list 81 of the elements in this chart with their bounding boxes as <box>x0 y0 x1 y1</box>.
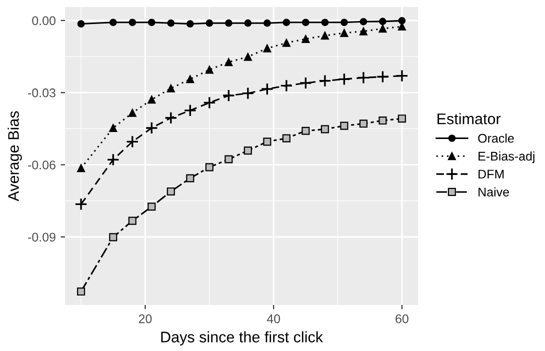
point <box>378 24 387 33</box>
point <box>148 96 156 104</box>
point <box>109 124 118 132</box>
x-tick-label: 60 <box>396 314 408 324</box>
point <box>186 174 194 182</box>
point <box>126 135 139 148</box>
point <box>398 17 406 24</box>
point <box>164 111 178 124</box>
point <box>224 58 233 66</box>
point <box>184 104 197 117</box>
point <box>338 72 351 86</box>
point <box>359 27 368 36</box>
point <box>224 155 233 164</box>
point <box>242 86 254 100</box>
point <box>167 19 175 27</box>
point <box>360 18 368 26</box>
point <box>205 66 214 74</box>
point <box>145 122 158 134</box>
point <box>340 28 348 38</box>
point <box>148 18 156 26</box>
point <box>203 96 216 110</box>
y-tick-label: 0.00 <box>32 16 56 26</box>
point <box>205 163 214 172</box>
point <box>244 52 252 61</box>
point <box>77 20 85 28</box>
point <box>376 70 390 84</box>
legend-label: DFM <box>478 170 504 178</box>
point <box>340 18 348 26</box>
point <box>74 198 88 211</box>
point <box>263 44 272 52</box>
point <box>186 20 194 28</box>
legend-title: Estimator <box>438 113 501 124</box>
point <box>320 32 329 40</box>
point <box>128 108 136 117</box>
point <box>166 187 175 196</box>
y-tick-label: -0.06 <box>28 160 56 170</box>
point <box>260 82 274 96</box>
y-tick-label: -0.09 <box>28 232 56 242</box>
point <box>77 288 86 296</box>
point <box>244 19 252 27</box>
point <box>357 71 370 84</box>
point <box>396 69 408 82</box>
point <box>299 76 312 90</box>
point <box>359 120 368 128</box>
point <box>186 75 194 84</box>
point <box>280 79 293 92</box>
y-tick-label: -0.03 <box>28 88 56 98</box>
legend-label: Naive <box>478 187 509 196</box>
point <box>222 89 236 102</box>
point <box>106 153 120 166</box>
point <box>340 122 348 130</box>
x-axis-title: Days since the first click <box>161 331 324 346</box>
point <box>244 146 252 155</box>
point <box>302 126 310 135</box>
point <box>379 18 386 26</box>
legend-label: Oracle <box>478 134 514 143</box>
point <box>263 19 271 27</box>
point <box>148 202 156 211</box>
point <box>302 34 310 44</box>
y-axis-title: Average Bias <box>8 111 22 202</box>
point <box>320 125 329 134</box>
point <box>77 164 86 172</box>
point <box>128 216 136 225</box>
point <box>378 116 387 125</box>
point <box>109 18 117 26</box>
point <box>166 84 175 92</box>
point <box>321 18 329 26</box>
point <box>282 134 290 142</box>
point <box>282 18 290 26</box>
point <box>318 74 332 88</box>
x-tick-label: 20 <box>138 314 152 324</box>
point <box>224 19 232 27</box>
point <box>263 138 272 146</box>
point <box>282 38 290 47</box>
point <box>109 233 118 242</box>
point <box>128 18 136 26</box>
point <box>398 114 406 123</box>
point <box>206 19 214 27</box>
x-tick-label: 40 <box>266 314 280 324</box>
legend-label: E-Bias-adj <box>478 151 534 164</box>
point <box>302 18 310 26</box>
